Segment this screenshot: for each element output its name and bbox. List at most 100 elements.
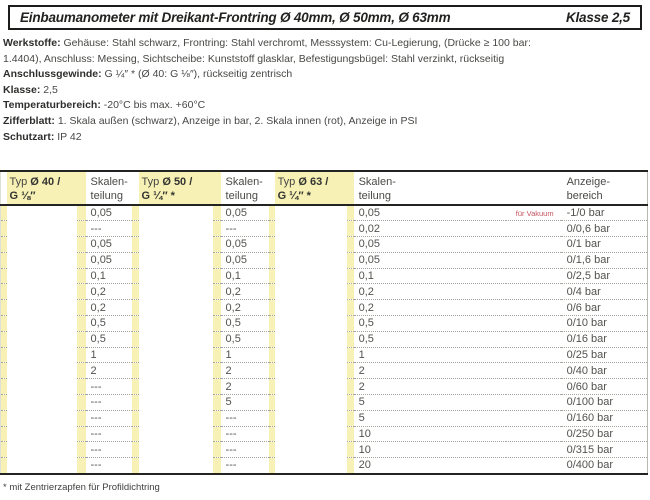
typ40-cell: [6, 362, 77, 379]
page-title: Einbaumanometer mit Dreikant-Frontring Ø…: [20, 10, 451, 25]
yellow-strip: [0, 252, 7, 269]
scale-d50: 0,2: [220, 299, 269, 317]
display-range: 0/10 bar: [560, 315, 648, 332]
scale-d50: 0,05: [220, 236, 269, 253]
yellow-strip: [131, 441, 139, 459]
yellow-strip: [346, 394, 354, 411]
header-typ-40: Typ Ø 40 / G ⅛″: [6, 171, 86, 206]
table-row: 0,1 0,1 0,1 0/2,5 bar: [0, 268, 648, 285]
spec-label: Temperaturbereich:: [3, 99, 101, 112]
header-skalenteilung-50: Skalen- teilung: [220, 171, 275, 206]
yellow-strip: [268, 410, 275, 427]
scale-d40: ---: [85, 410, 132, 427]
typ50-cell: [138, 331, 213, 348]
scale-d63: 0,1: [353, 268, 506, 285]
typ-63-thread: G ¼″ *: [277, 189, 311, 202]
yellow-strip: [131, 220, 139, 238]
yellow-strip: [268, 205, 275, 222]
title-bar: Einbaumanometer mit Dreikant-Frontring Ø…: [8, 5, 642, 30]
typ40-cell: [6, 426, 77, 442]
vakuum-note: [505, 394, 561, 411]
yellow-strip: [131, 347, 139, 364]
yellow-strip: [76, 441, 86, 459]
yellow-strip: [346, 441, 354, 459]
yellow-strip: [268, 457, 275, 474]
display-range: 0/40 bar: [560, 362, 648, 380]
yellow-strip: [76, 283, 86, 301]
table-row: 0,5 0,5 0,5 0/10 bar: [0, 315, 648, 332]
scale-d40: ---: [85, 378, 132, 396]
typ50-cell: [138, 205, 213, 221]
typ50-cell: [138, 252, 213, 269]
spec-line: Werkstoffe: Gehäuse: Stahl schwarz, Fron…: [3, 36, 648, 52]
yellow-strip: [76, 205, 86, 222]
yellow-strip: [131, 315, 139, 332]
vakuum-note: [505, 220, 561, 238]
table-row: 0,2 0,2 0,2 0/4 bar: [0, 283, 648, 301]
yellow-strip: [0, 268, 7, 285]
table-row: 0,05 0,05 0,05 für Vakuum -1/0 bar: [0, 205, 648, 222]
yellow-strip: [131, 331, 139, 348]
display-range: 0/60 bar: [560, 378, 648, 396]
spec-line: Temperaturbereich: -20°C bis max. +60°C: [3, 98, 648, 114]
yellow-strip: [268, 252, 275, 269]
product-table: Typ Ø 40 / G ⅛″ Skalen- teilung Typ Ø 50…: [0, 170, 649, 475]
table-row: 0,2 0,2 0,2 0/6 bar: [0, 299, 648, 317]
yellow-strip: [346, 283, 354, 301]
yellow-strip: [212, 205, 221, 222]
header-skalenteilung-63: Skalen- teilung: [353, 171, 506, 206]
spec-list: Werkstoffe: Gehäuse: Stahl schwarz, Fron…: [3, 36, 648, 145]
yellow-strip: [212, 441, 221, 459]
scale-d50: 0,2: [220, 283, 269, 301]
scale-d40: ---: [85, 394, 132, 411]
yellow-strip: [268, 362, 275, 380]
yellow-strip: [0, 205, 7, 222]
yellow-strip: [346, 362, 354, 380]
scale-d40: 0,05: [85, 236, 132, 253]
yellow-strip: [268, 220, 275, 238]
typ40-cell: [6, 394, 77, 411]
typ40-cell: [6, 441, 77, 458]
table-row: --- --- 5 0/160 bar: [0, 410, 648, 427]
spec-text: 2,5: [40, 83, 58, 96]
yellow-strip: [346, 347, 354, 364]
typ63-cell: [274, 394, 347, 411]
typ63-cell: [274, 252, 347, 269]
yellow-strip: [76, 220, 86, 238]
yellow-strip: [346, 331, 354, 348]
spec-text: 1. Skala außen (schwarz), Anzeige in bar…: [54, 114, 418, 127]
yellow-strip: [0, 441, 7, 459]
yellow-strip: [268, 441, 275, 459]
scale-d50: ---: [225, 459, 237, 472]
scale-d50: ---: [220, 220, 269, 238]
yellow-strip: [346, 426, 354, 443]
scale-d63: 2: [353, 362, 506, 380]
spec-label: Werkstoffe:: [3, 37, 61, 49]
display-range: 0/160 bar: [560, 410, 648, 427]
table-row: --- 5 5 0/100 bar: [0, 394, 648, 411]
typ50-cell: [138, 268, 213, 284]
yellow-strip: [76, 410, 86, 427]
spec-text: 1.4404), Anschluss: Messing, Sichtscheib…: [3, 52, 505, 65]
vakuum-note: [505, 347, 561, 364]
yellow-strip: [0, 220, 7, 238]
display-range: 0/0,6 bar: [560, 220, 648, 238]
spec-line: Zifferblatt: 1. Skala außen (schwarz), A…: [3, 114, 648, 130]
yellow-strip: [131, 362, 139, 380]
scale-d40: 0,2: [85, 283, 132, 301]
display-range: 0/6 bar: [560, 299, 648, 317]
scale-d40: 0,1: [85, 268, 132, 285]
scale-d40: 0,5: [85, 331, 132, 348]
header-typ-63: Typ Ø 63 / G ¼″ *: [274, 171, 354, 206]
yellow-strip: [131, 299, 139, 317]
table-row: --- --- 10 0/250 bar: [0, 426, 648, 443]
scale-d50: ---: [220, 426, 269, 443]
scale-d40: 0,5: [85, 315, 132, 332]
scale-d40: 0,2: [85, 299, 132, 317]
vakuum-note: [505, 410, 561, 427]
display-range: 0/315 bar: [560, 441, 648, 459]
scale-d50: ---: [220, 441, 269, 459]
scale-d40: 2: [85, 362, 132, 380]
yellow-strip: [268, 378, 275, 396]
yellow-strip: [76, 457, 86, 474]
